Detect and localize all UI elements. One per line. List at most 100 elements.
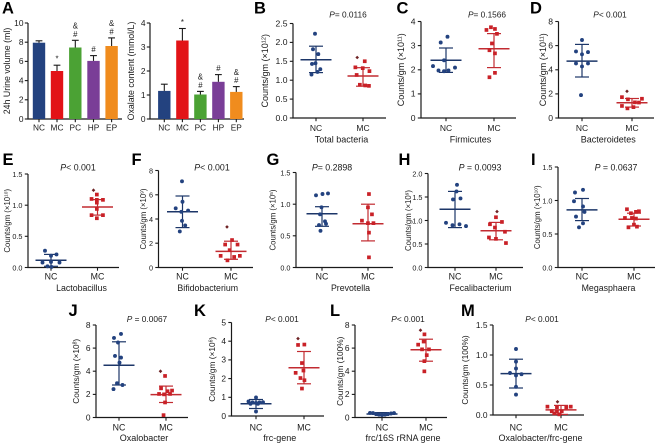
svg-text:10: 10 — [14, 18, 24, 28]
svg-text:2: 2 — [345, 389, 350, 399]
svg-text:HP: HP — [213, 123, 225, 133]
svg-text:P = 0.0093: P = 0.0093 — [459, 163, 502, 173]
svg-text:0.0: 0.0 — [280, 263, 290, 272]
svg-text:P< 0.001: P< 0.001 — [391, 314, 425, 324]
svg-text:1.0: 1.0 — [12, 201, 22, 210]
svg-text:1: 1 — [221, 392, 226, 402]
svg-text:Total bacteria: Total bacteria — [315, 135, 369, 145]
svg-text:Oxalate content (mmol/L): Oxalate content (mmol/L) — [126, 22, 136, 121]
svg-text:MC: MC — [489, 272, 503, 282]
svg-text:0.0: 0.0 — [476, 410, 488, 420]
svg-text:Oxalobacter/frc-gene: Oxalobacter/frc-gene — [498, 433, 582, 443]
svg-text:MC: MC — [356, 123, 369, 133]
svg-text:&: & — [198, 73, 204, 82]
svg-text:P< 0.001: P< 0.001 — [265, 314, 299, 324]
svg-text:#: # — [109, 27, 114, 36]
svg-text:2: 2 — [411, 65, 416, 75]
svg-text:NC: NC — [376, 423, 389, 433]
svg-text:Counts/gm (×106): Counts/gm (×106) — [207, 337, 217, 402]
svg-text:0: 0 — [345, 412, 350, 422]
svg-text:4: 4 — [221, 336, 226, 346]
svg-text:0.0: 0.0 — [542, 263, 552, 272]
svg-text:1.5: 1.5 — [12, 170, 22, 179]
svg-text:MC: MC — [176, 123, 189, 133]
svg-text:MC: MC — [554, 423, 568, 433]
svg-text:Bacteroidetes: Bacteroidetes — [581, 135, 637, 145]
svg-text:&: & — [234, 68, 240, 77]
svg-text:Fecalibacterium: Fecalibacterium — [449, 283, 511, 293]
svg-text:0.5: 0.5 — [276, 94, 288, 104]
svg-text:#: # — [73, 30, 78, 39]
svg-text:8: 8 — [149, 166, 153, 175]
svg-text:2: 2 — [141, 66, 146, 76]
svg-text:NC: NC — [250, 423, 263, 433]
svg-text:6: 6 — [149, 191, 153, 200]
svg-text:4: 4 — [149, 215, 153, 224]
svg-text:2: 2 — [548, 89, 553, 99]
svg-text:8: 8 — [86, 320, 91, 330]
svg-text:Counts/gm (100%): Counts/gm (100%) — [460, 335, 470, 404]
svg-text:4: 4 — [548, 65, 553, 75]
svg-text:C: C — [397, 0, 409, 18]
svg-text:*: * — [181, 18, 184, 27]
svg-text:0: 0 — [141, 114, 146, 124]
svg-text:6: 6 — [548, 40, 553, 50]
svg-text:L: L — [330, 302, 340, 320]
svg-text:MC: MC — [159, 423, 173, 433]
svg-text:&: & — [109, 19, 115, 28]
svg-text:NC: NC — [45, 272, 58, 282]
svg-text:frc-gene: frc-gene — [263, 433, 296, 443]
svg-text:P= 0.2898: P= 0.2898 — [312, 163, 352, 173]
svg-text:G: G — [267, 151, 280, 169]
svg-text:4: 4 — [19, 75, 24, 85]
svg-text:I: I — [531, 151, 536, 169]
svg-text:0.5: 0.5 — [542, 230, 552, 239]
svg-text:Counts/gm (×1011): Counts/gm (×1011) — [396, 33, 406, 106]
svg-text:MC: MC — [297, 423, 311, 433]
svg-text:Counts/gm (×105): Counts/gm (×105) — [269, 189, 278, 250]
svg-text:Megasphaera: Megasphaera — [582, 283, 636, 293]
svg-text:4: 4 — [141, 18, 146, 28]
svg-text:NC: NC — [510, 423, 523, 433]
svg-text:M: M — [461, 302, 475, 320]
svg-text:2.5: 2.5 — [276, 18, 288, 28]
svg-text:EP: EP — [231, 123, 243, 133]
svg-text:0.5: 0.5 — [280, 232, 290, 241]
svg-text:MC: MC — [627, 272, 641, 282]
svg-text:PC: PC — [195, 123, 207, 133]
svg-text:Bifidobacterium: Bifidobacterium — [177, 283, 238, 293]
svg-text:Counts/gm (×109): Counts/gm (×109) — [404, 190, 413, 251]
svg-text:MC: MC — [91, 272, 105, 282]
svg-text:0: 0 — [149, 263, 153, 272]
svg-text:4: 4 — [345, 366, 350, 376]
svg-text:0.5: 0.5 — [412, 240, 422, 249]
svg-text:1.0: 1.0 — [542, 196, 552, 205]
svg-text:NC: NC — [310, 123, 322, 133]
svg-text:&: & — [73, 22, 79, 31]
svg-text:#: # — [91, 45, 96, 54]
svg-text:NC: NC — [449, 272, 462, 282]
svg-text:Prevotella: Prevotella — [331, 283, 370, 293]
svg-text:3: 3 — [141, 42, 146, 52]
svg-text:Lactobacillus: Lactobacillus — [56, 283, 107, 293]
svg-text:5: 5 — [221, 317, 226, 327]
svg-text:6: 6 — [345, 343, 350, 353]
svg-text:Oxalobacter: Oxalobacter — [120, 433, 169, 443]
svg-text:#: # — [198, 81, 203, 90]
svg-text:P< 0.001: P< 0.001 — [525, 314, 559, 324]
svg-text:0: 0 — [548, 113, 553, 123]
svg-text:1: 1 — [141, 90, 146, 100]
svg-text:6: 6 — [86, 343, 91, 353]
svg-text:1.0: 1.0 — [412, 216, 422, 225]
svg-text:2: 2 — [19, 95, 24, 105]
svg-text:NC: NC — [113, 423, 126, 433]
svg-text:0: 0 — [19, 114, 24, 124]
svg-text:1.5: 1.5 — [412, 193, 422, 202]
svg-text:D: D — [530, 0, 542, 18]
svg-text:NC: NC — [176, 272, 189, 282]
svg-text:Counts/gm (×1012): Counts/gm (×1012) — [260, 34, 270, 108]
svg-text:#: # — [234, 76, 239, 85]
svg-text:0: 0 — [221, 411, 226, 421]
svg-text:MC: MC — [361, 272, 375, 282]
svg-text:0.0: 0.0 — [276, 113, 288, 123]
